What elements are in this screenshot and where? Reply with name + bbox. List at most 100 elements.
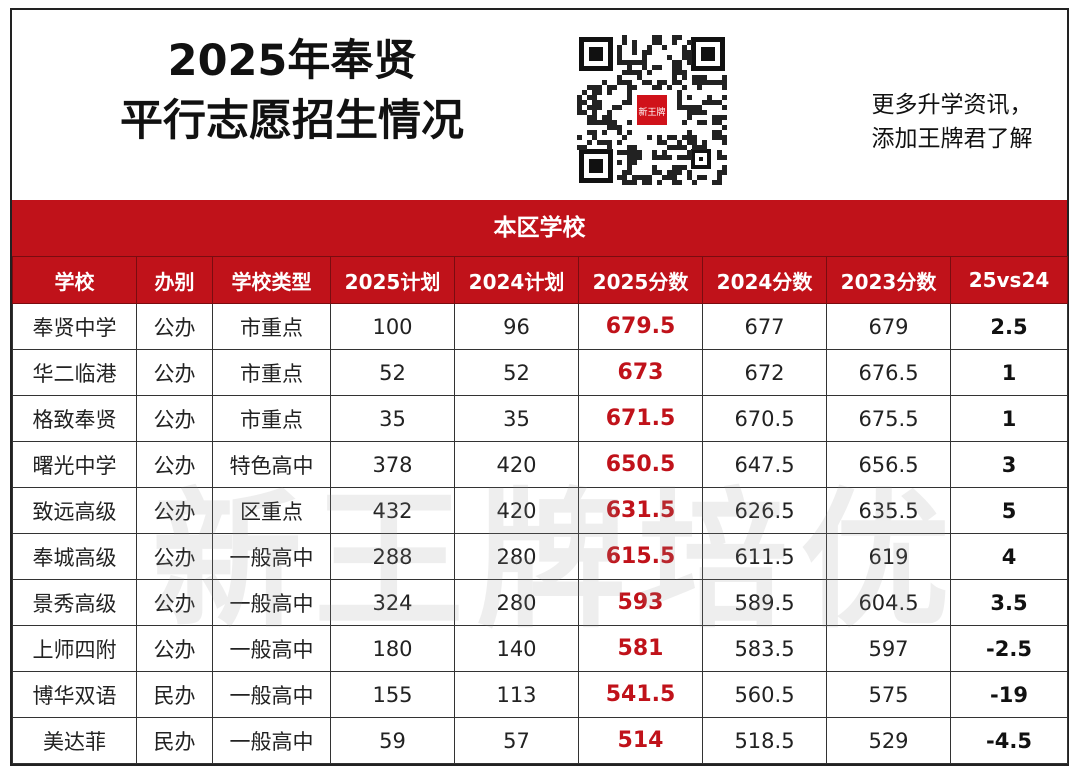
school-name: 曙光中学 — [12, 441, 137, 488]
score-diff: 2.5 — [950, 303, 1068, 350]
school-category: 一般高中 — [212, 533, 331, 580]
school-category: 一般高中 — [212, 579, 331, 626]
score-2023: 597 — [826, 625, 951, 672]
school-name: 奉贤中学 — [12, 303, 137, 350]
school-ownership: 公办 — [136, 349, 213, 396]
score-diff: -19 — [950, 671, 1068, 718]
plan-2024: 52 — [454, 349, 579, 396]
column-header-school: 学校 — [12, 256, 137, 304]
school-ownership: 公办 — [136, 303, 213, 350]
page-title: 2025年奉贤 平行志愿招生情况 — [42, 32, 542, 152]
title-line-2: 平行志愿招生情况 — [120, 96, 464, 146]
table-row: 景秀高级 公办 一般高中 324 280 593 589.5 604.5 3.5 — [12, 579, 1068, 626]
school-ownership: 公办 — [136, 579, 213, 626]
school-ownership: 公办 — [136, 395, 213, 442]
column-header-plan-2024: 2024计划 — [454, 256, 579, 304]
column-header-type: 办别 — [136, 256, 213, 304]
score-2024: 670.5 — [702, 395, 827, 442]
school-category: 一般高中 — [212, 671, 331, 718]
score-2023: 675.5 — [826, 395, 951, 442]
school-name: 致远高级 — [12, 487, 137, 534]
school-category: 一般高中 — [212, 625, 331, 672]
plan-2025: 155 — [330, 671, 455, 718]
school-name: 奉城高级 — [12, 533, 137, 580]
column-header-category: 学校类型 — [212, 256, 331, 304]
table-row: 致远高级 公办 区重点 432 420 631.5 626.5 635.5 5 — [12, 487, 1068, 534]
score-2024: 626.5 — [702, 487, 827, 534]
score-2025: 679.5 — [578, 303, 703, 350]
plan-2025: 288 — [330, 533, 455, 580]
column-header-diff: 25vs24 — [950, 256, 1068, 304]
score-2023: 604.5 — [826, 579, 951, 626]
score-2024: 560.5 — [702, 671, 827, 718]
column-header-score-2024: 2024分数 — [702, 256, 827, 304]
plan-2024: 113 — [454, 671, 579, 718]
school-name: 博华双语 — [12, 671, 137, 718]
score-2025: 671.5 — [578, 395, 703, 442]
school-category: 市重点 — [212, 303, 331, 350]
score-2023: 635.5 — [826, 487, 951, 534]
score-2025: 541.5 — [578, 671, 703, 718]
plan-2024: 420 — [454, 487, 579, 534]
school-name: 华二临港 — [12, 349, 137, 396]
score-2024: 672 — [702, 349, 827, 396]
plan-2024: 35 — [454, 395, 579, 442]
score-diff: -2.5 — [950, 625, 1068, 672]
table-row: 上师四附 公办 一般高中 180 140 581 583.5 597 -2.5 — [12, 625, 1068, 672]
score-diff: -4.5 — [950, 717, 1068, 764]
school-name: 景秀高级 — [12, 579, 137, 626]
score-2024: 611.5 — [702, 533, 827, 580]
table-row: 奉贤中学 公办 市重点 100 96 679.5 677 679 2.5 — [12, 303, 1068, 350]
score-2024: 589.5 — [702, 579, 827, 626]
school-ownership: 公办 — [136, 441, 213, 488]
school-ownership: 公办 — [136, 625, 213, 672]
plan-2024: 57 — [454, 717, 579, 764]
score-2025: 631.5 — [578, 487, 703, 534]
plan-2024: 96 — [454, 303, 579, 350]
school-name: 美达菲 — [12, 717, 137, 764]
plan-2024: 140 — [454, 625, 579, 672]
plan-2024: 280 — [454, 579, 579, 626]
school-ownership: 公办 — [136, 487, 213, 534]
admissions-table: 学校 办别 学校类型 2025计划 2024计划 2025分数 2024分数 2… — [12, 256, 1068, 764]
school-ownership: 民办 — [136, 671, 213, 718]
score-2023: 676.5 — [826, 349, 951, 396]
score-2025: 673 — [578, 349, 703, 396]
score-diff: 1 — [950, 349, 1068, 396]
plan-2025: 324 — [330, 579, 455, 626]
score-2024: 518.5 — [702, 717, 827, 764]
school-name: 格致奉贤 — [12, 395, 137, 442]
score-diff: 1 — [950, 395, 1068, 442]
plan-2025: 432 — [330, 487, 455, 534]
table-row: 美达菲 民办 一般高中 59 57 514 518.5 529 -4.5 — [12, 717, 1068, 764]
plan-2025: 35 — [330, 395, 455, 442]
score-diff: 3 — [950, 441, 1068, 488]
score-2025: 514 — [578, 717, 703, 764]
score-diff: 5 — [950, 487, 1068, 534]
plan-2024: 280 — [454, 533, 579, 580]
table-row: 华二临港 公办 市重点 52 52 673 672 676.5 1 — [12, 349, 1068, 396]
school-category: 特色高中 — [212, 441, 331, 488]
score-2025: 615.5 — [578, 533, 703, 580]
score-2024: 677 — [702, 303, 827, 350]
column-header-score-2023: 2023分数 — [826, 256, 951, 304]
score-2023: 619 — [826, 533, 951, 580]
school-category: 一般高中 — [212, 717, 331, 764]
plan-2025: 378 — [330, 441, 455, 488]
score-2025: 581 — [578, 625, 703, 672]
column-header-score-2025: 2025分数 — [578, 256, 703, 304]
score-diff: 3.5 — [950, 579, 1068, 626]
score-2024: 647.5 — [702, 441, 827, 488]
school-name: 上师四附 — [12, 625, 137, 672]
table-header-row: 学校 办别 学校类型 2025计划 2024计划 2025分数 2024分数 2… — [12, 256, 1068, 304]
table-row: 奉城高级 公办 一般高中 288 280 615.5 611.5 619 4 — [12, 533, 1068, 580]
promo-text: 更多升学资讯， 添加王牌君了解 — [847, 88, 1057, 156]
table-row: 曙光中学 公办 特色高中 378 420 650.5 647.5 656.5 3 — [12, 441, 1068, 488]
score-2024: 583.5 — [702, 625, 827, 672]
table-row: 格致奉贤 公办 市重点 35 35 671.5 670.5 675.5 1 — [12, 395, 1068, 442]
document-frame: 2025年奉贤 平行志愿招生情况 新王牌 更多升学资讯， 添加王牌君了解 本区学… — [10, 8, 1069, 766]
school-category: 市重点 — [212, 349, 331, 396]
plan-2025: 180 — [330, 625, 455, 672]
score-diff: 4 — [950, 533, 1068, 580]
plan-2025: 59 — [330, 717, 455, 764]
